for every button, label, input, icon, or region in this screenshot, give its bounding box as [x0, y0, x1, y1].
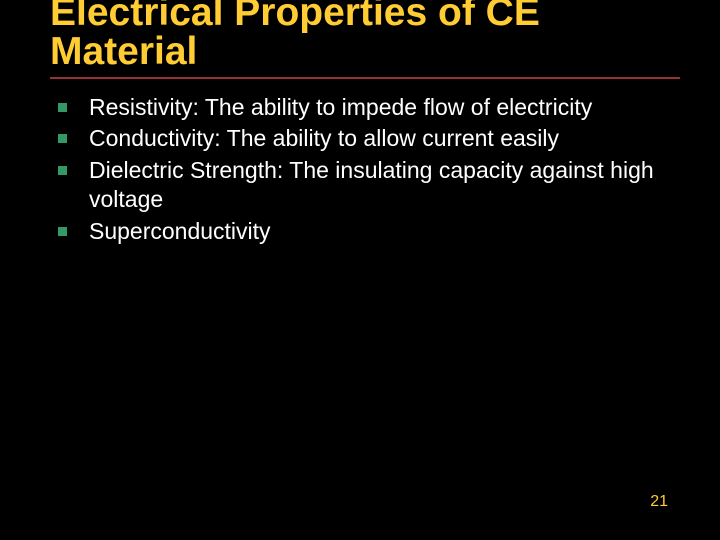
bullet-item: Resistivity: The ability to impede flow … [58, 93, 670, 122]
bullet-item: Conductivity: The ability to allow curre… [58, 124, 670, 153]
bullet-marker-icon [58, 166, 67, 175]
bullet-marker-icon [58, 134, 67, 143]
page-number: 21 [650, 493, 668, 511]
slide-title: Electrical Properties of CE Material [50, 0, 680, 79]
bullet-item: Dielectric Strength: The insulating capa… [58, 156, 670, 215]
bullet-item: Superconductivity [58, 217, 670, 246]
bullet-text: Superconductivity [89, 217, 271, 246]
bullet-marker-icon [58, 103, 67, 112]
slide-container: Electrical Properties of CE Material Res… [0, 0, 720, 533]
bullet-text: Resistivity: The ability to impede flow … [89, 93, 592, 122]
bullet-marker-icon [58, 227, 67, 236]
bullet-text: Conductivity: The ability to allow curre… [89, 124, 559, 153]
slide-content: Resistivity: The ability to impede flow … [50, 93, 680, 246]
bullet-text: Dielectric Strength: The insulating capa… [89, 156, 670, 215]
